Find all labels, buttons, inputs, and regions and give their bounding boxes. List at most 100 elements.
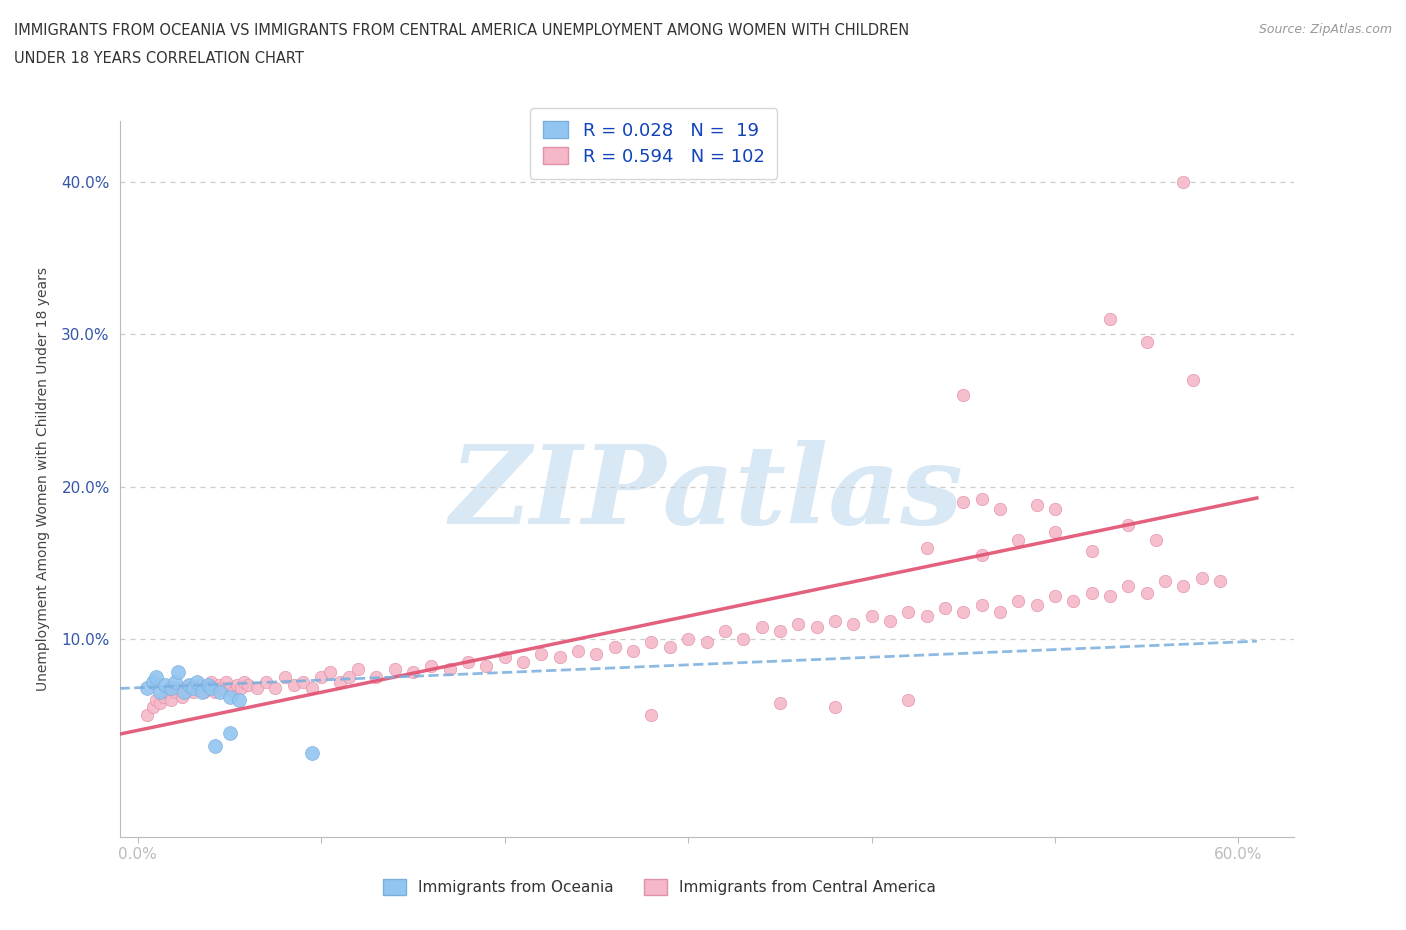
Point (970, 491, 993, 506)
Point (988, 502, 1011, 517)
Point (170, 689, 193, 704)
Point (167, 665, 190, 680)
Point (970, 548, 993, 563)
Point (141, 674, 163, 689)
Point (179, 677, 201, 692)
Point (475, 659, 498, 674)
Point (254, 674, 277, 689)
Point (366, 670, 388, 684)
Point (173, 684, 195, 699)
Point (204, 684, 226, 699)
Point (329, 674, 352, 689)
Point (215, 674, 238, 689)
Point (152, 689, 174, 704)
Point (188, 677, 211, 692)
Point (155, 677, 177, 692)
Point (236, 677, 259, 692)
Point (897, 693, 920, 708)
Point (1173, 175, 1195, 190)
Point (1154, 574, 1177, 589)
Point (1181, 373, 1204, 388)
Point (246, 680, 269, 695)
Point (136, 708, 159, 723)
Point (714, 624, 737, 639)
Point (769, 696, 792, 711)
Point (301, 680, 323, 695)
Point (1136, 335, 1159, 350)
Point (218, 689, 240, 704)
Point (200, 680, 222, 695)
Point (1144, 533, 1167, 548)
Point (273, 670, 295, 684)
Point (1173, 578, 1195, 593)
Point (225, 677, 249, 692)
Text: Source: ZipAtlas.com: Source: ZipAtlas.com (1258, 23, 1392, 36)
Point (733, 631, 755, 646)
Point (934, 601, 956, 616)
Point (200, 674, 222, 689)
Point (167, 680, 190, 695)
Point (160, 680, 183, 695)
Point (696, 634, 718, 649)
Point (970, 598, 993, 613)
Point (301, 746, 323, 761)
Point (567, 644, 589, 658)
Point (952, 604, 974, 619)
Point (1099, 589, 1122, 604)
Point (676, 631, 699, 646)
Point (186, 674, 208, 689)
Point (915, 540, 938, 555)
Point (1007, 533, 1029, 548)
Point (658, 639, 681, 654)
Point (319, 665, 342, 680)
Point (218, 680, 240, 695)
Point (193, 684, 215, 699)
Point (1025, 598, 1047, 613)
Point (1209, 574, 1232, 589)
Point (621, 644, 644, 658)
Point (197, 680, 219, 695)
Point (952, 388, 974, 403)
Point (149, 696, 172, 711)
Point (1062, 593, 1084, 608)
Point (136, 680, 159, 695)
Point (204, 738, 226, 753)
Legend: Immigrants from Oceania, Immigrants from Central America: Immigrants from Oceania, Immigrants from… (377, 872, 942, 901)
Point (988, 604, 1011, 619)
Point (233, 674, 256, 689)
Point (824, 700, 846, 715)
Point (145, 693, 167, 708)
Point (897, 604, 920, 619)
Point (1080, 543, 1102, 558)
Point (337, 670, 360, 684)
Point (156, 684, 179, 699)
Point (1118, 517, 1140, 532)
Point (751, 619, 773, 634)
Point (1007, 593, 1029, 608)
Point (806, 619, 828, 634)
Point (1043, 589, 1066, 604)
Point (179, 677, 201, 692)
Point (311, 670, 333, 684)
Text: ZIPatlas: ZIPatlas (450, 440, 963, 547)
Point (824, 613, 846, 628)
Point (915, 608, 938, 623)
Point (1099, 312, 1122, 326)
Point (145, 670, 167, 684)
Point (1080, 586, 1102, 601)
Point (283, 677, 305, 692)
Text: UNDER 18 YEARS CORRELATION CHART: UNDER 18 YEARS CORRELATION CHART (14, 51, 304, 66)
Point (402, 665, 425, 680)
Point (494, 650, 516, 665)
Point (181, 680, 204, 695)
Point (842, 617, 865, 631)
Point (420, 659, 443, 674)
Point (228, 693, 250, 708)
Point (291, 674, 314, 689)
Point (186, 680, 208, 695)
Point (1043, 525, 1066, 539)
Point (769, 624, 792, 639)
Point (1191, 570, 1213, 585)
Point (640, 634, 662, 649)
Point (347, 662, 370, 677)
